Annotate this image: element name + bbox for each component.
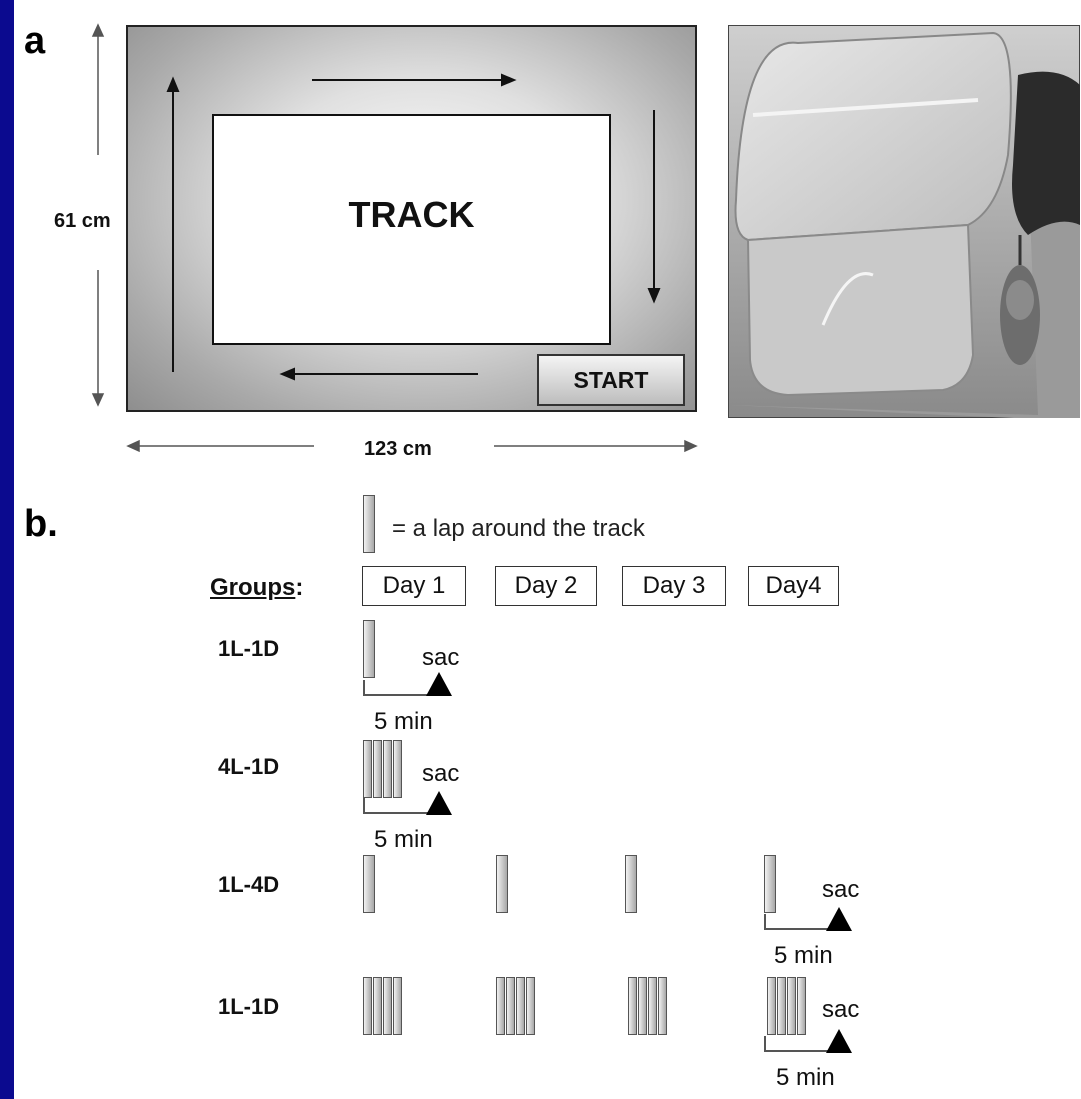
day-box-2: Day 2 <box>495 566 597 606</box>
lap-bar <box>393 740 402 798</box>
sac-triangle-icon <box>426 672 452 696</box>
lap-bar <box>496 977 505 1035</box>
timeline-line <box>764 1050 834 1052</box>
direction-arrows <box>166 73 661 381</box>
group-2-day1-laps <box>363 740 402 798</box>
day-box-1: Day 1 <box>362 566 466 606</box>
legend-lap-icon <box>363 495 375 553</box>
group-4-day4-laps <box>767 977 806 1035</box>
sac-triangle-icon <box>826 1029 852 1053</box>
group-4-interval: 5 min <box>776 1064 835 1091</box>
photo-rat-on-track <box>728 25 1080 418</box>
lap-bar <box>526 977 535 1035</box>
group-1-sac: sac <box>422 644 460 671</box>
width-arrowhead-left <box>126 439 140 453</box>
lap-bar <box>363 855 375 913</box>
timeline-line <box>764 928 834 930</box>
lap-bar <box>383 740 392 798</box>
panel-b-label: b. <box>24 503 58 545</box>
lap-bar <box>373 977 382 1035</box>
group-3-day2-laps <box>496 855 508 913</box>
group-3-day4-laps <box>764 855 776 913</box>
group-1-interval: 5 min <box>374 708 433 735</box>
lap-bar <box>658 977 667 1035</box>
timeline-tick <box>764 1036 766 1052</box>
lap-bar <box>393 977 402 1035</box>
lap-bar <box>383 977 392 1035</box>
track-inner: TRACK <box>212 114 611 345</box>
lap-bar <box>363 740 372 798</box>
groups-heading: Groups: <box>210 574 304 601</box>
day-box-3: Day 3 <box>622 566 726 606</box>
height-label: 61 cm <box>54 210 111 232</box>
lap-bar <box>373 740 382 798</box>
group-1-label: 1L-1D <box>218 636 280 661</box>
height-arrowhead-top <box>91 23 105 37</box>
legend-text: = a lap around the track <box>392 515 645 542</box>
group-3-sac: sac <box>822 876 860 903</box>
panel-a-label: a <box>24 20 46 62</box>
lap-bar <box>767 977 776 1035</box>
group-2-label: 4L-1D <box>218 754 280 779</box>
group-4-day2-laps <box>496 977 535 1035</box>
timeline-line <box>363 694 433 696</box>
lap-bar <box>363 977 372 1035</box>
group-3-label: 1L-4D <box>218 872 280 897</box>
lap-bar <box>496 855 508 913</box>
group-3-interval: 5 min <box>774 942 833 969</box>
group-2-interval: 5 min <box>374 826 433 853</box>
group-4-label: 1L-1D <box>218 994 280 1019</box>
lap-bar <box>638 977 647 1035</box>
lap-bar <box>777 977 786 1035</box>
group-2-sac: sac <box>422 760 460 787</box>
day-box-4: Day4 <box>748 566 839 606</box>
lap-bar <box>506 977 515 1035</box>
lap-bar <box>516 977 525 1035</box>
sac-triangle-icon <box>426 791 452 815</box>
lap-bar <box>363 495 375 553</box>
lap-bar <box>628 977 637 1035</box>
lap-bar <box>764 855 776 913</box>
group-4-sac: sac <box>822 996 860 1023</box>
start-box: START <box>537 354 685 406</box>
height-arrowhead-bottom <box>91 393 105 407</box>
track-label: TRACK <box>348 193 475 235</box>
group-1-day1-laps <box>363 620 375 678</box>
timeline-tick <box>764 914 766 930</box>
timeline-tick <box>363 798 365 814</box>
group-4-day1-laps <box>363 977 402 1035</box>
lap-bar <box>648 977 657 1035</box>
dimension-arrows <box>91 23 698 453</box>
figure-panel: a 61 cm 123 cm TRACK START <box>14 0 1081 1099</box>
track-outer: TRACK START <box>126 25 697 412</box>
group-4-day3-laps <box>628 977 667 1035</box>
group-3-day1-laps <box>363 855 375 913</box>
lap-bar <box>363 620 375 678</box>
width-arrowhead-right <box>684 439 698 453</box>
sac-triangle-icon <box>826 907 852 931</box>
timeline-line <box>363 812 433 814</box>
lap-bar <box>625 855 637 913</box>
timeline-tick <box>363 680 365 696</box>
lap-bar <box>797 977 806 1035</box>
width-label: 123 cm <box>364 438 432 460</box>
group-3-day3-laps <box>625 855 637 913</box>
lap-bar <box>787 977 796 1035</box>
